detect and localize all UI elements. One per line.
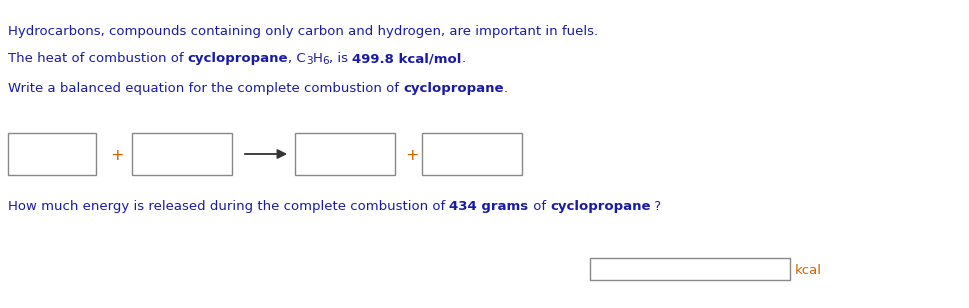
Text: +: +: [109, 148, 123, 163]
Text: , C: , C: [288, 52, 305, 65]
Bar: [589, 258, 789, 280]
Text: of: of: [528, 200, 549, 213]
Text: How much energy is released during the complete combustion of: How much energy is released during the c…: [8, 200, 449, 213]
Text: ?: ?: [650, 200, 661, 213]
Text: kcal: kcal: [795, 264, 821, 277]
Text: 3: 3: [305, 56, 312, 66]
Text: The heat of combustion of: The heat of combustion of: [8, 52, 188, 65]
Bar: [422, 133, 521, 175]
Text: cyclopropane: cyclopropane: [188, 52, 288, 65]
Text: cyclopropane: cyclopropane: [549, 200, 650, 213]
Text: Hydrocarbons, compounds containing only carbon and hydrogen, are important in fu: Hydrocarbons, compounds containing only …: [8, 25, 598, 38]
Text: 6: 6: [322, 56, 328, 66]
Text: Write a balanced equation for the complete combustion of: Write a balanced equation for the comple…: [8, 82, 403, 95]
Bar: [8, 133, 96, 175]
Text: cyclopropane: cyclopropane: [403, 82, 503, 95]
Text: 499.8 kcal/mol: 499.8 kcal/mol: [352, 52, 461, 65]
Text: H: H: [312, 52, 322, 65]
Bar: [132, 133, 232, 175]
Text: .: .: [503, 82, 508, 95]
Text: .: .: [461, 52, 465, 65]
Text: +: +: [405, 148, 418, 163]
Text: , is: , is: [328, 52, 352, 65]
Text: 434 grams: 434 grams: [449, 200, 528, 213]
Bar: [295, 133, 394, 175]
